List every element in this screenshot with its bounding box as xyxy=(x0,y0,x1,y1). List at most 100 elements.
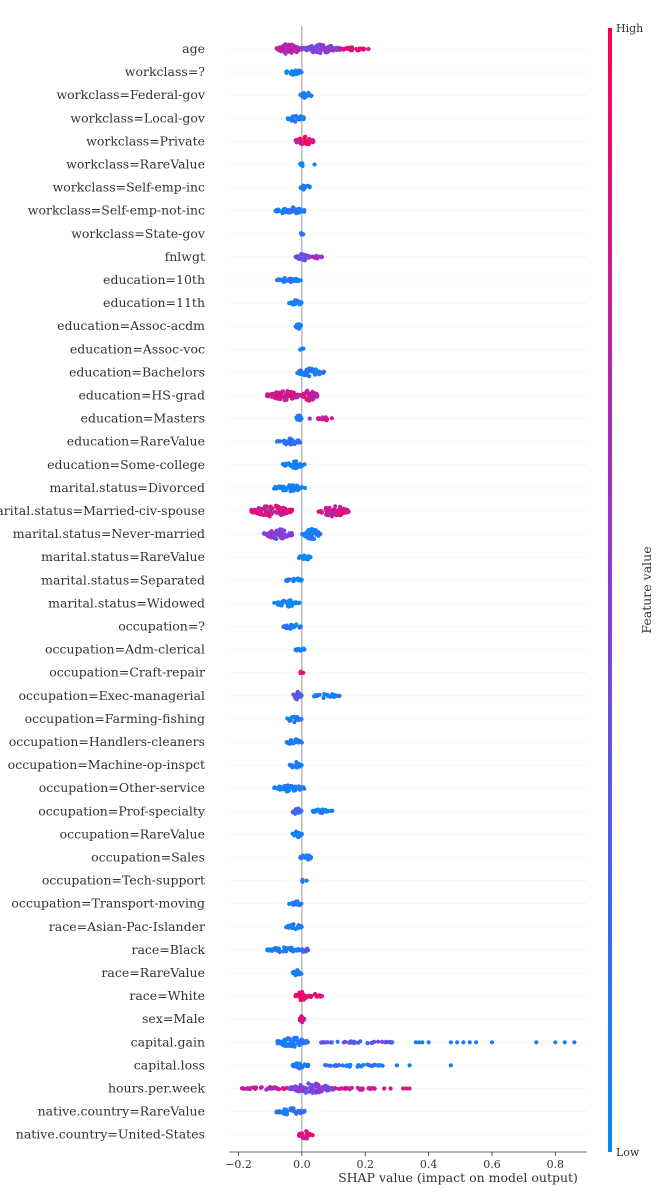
shap-dot xyxy=(329,416,334,421)
shap-dot xyxy=(344,507,349,512)
shap-dot xyxy=(282,786,288,792)
shap-dot xyxy=(297,462,302,467)
shap-dot xyxy=(298,692,303,698)
shap-dot xyxy=(303,46,308,51)
shap-dot xyxy=(292,298,298,303)
shap-dot xyxy=(278,509,283,514)
shap-dot xyxy=(300,785,306,790)
x-tick-label: 0.2 xyxy=(356,1158,374,1171)
feature-label: capital.loss xyxy=(134,1057,205,1072)
shap-dot xyxy=(288,603,293,608)
shap-dot xyxy=(290,486,295,491)
shap-dot xyxy=(291,922,296,927)
shap-dot xyxy=(297,831,302,836)
feature-label: race=Black xyxy=(131,942,205,957)
shap-dot xyxy=(308,46,313,52)
shap-dot xyxy=(277,949,282,955)
shap-dot xyxy=(284,925,289,930)
feature-label: education=HS-grad xyxy=(78,388,205,403)
shap-dot xyxy=(299,924,304,930)
shap-dot xyxy=(312,992,317,997)
shap-dot xyxy=(301,346,306,351)
feature-label: education=Masters xyxy=(81,411,205,426)
shap-dot xyxy=(293,807,298,812)
shap-dot xyxy=(296,600,301,606)
shap-dot xyxy=(297,208,302,213)
feature-label: occupation=Transport-moving xyxy=(11,896,205,911)
feature-label: education=10th xyxy=(103,272,205,287)
shap-dot xyxy=(413,1040,418,1045)
shap-dot xyxy=(294,1035,299,1040)
shap-dot xyxy=(388,1086,393,1091)
shap-dot xyxy=(286,207,291,213)
shap-dot xyxy=(289,1085,294,1090)
shap-dot xyxy=(282,508,287,513)
shap-dot xyxy=(298,997,303,1003)
shap-dot xyxy=(300,161,305,166)
shap-dot xyxy=(326,49,331,54)
shap-dot xyxy=(292,901,297,906)
shap-dot xyxy=(253,1086,258,1091)
shap-dot xyxy=(461,1040,466,1045)
shap-dot xyxy=(284,461,289,466)
shap-dot xyxy=(305,1064,311,1069)
shap-dot xyxy=(285,716,290,721)
shap-dot xyxy=(299,577,304,582)
shap-dot xyxy=(288,463,294,468)
shap-dot xyxy=(290,1107,295,1112)
shap-dot xyxy=(306,1081,311,1086)
shap-dot xyxy=(309,994,314,999)
shap-dot xyxy=(295,899,300,904)
shap-dot xyxy=(322,47,327,52)
shap-dot xyxy=(284,439,289,444)
shap-dot xyxy=(300,142,305,147)
shap-dot xyxy=(333,1063,338,1068)
shap-dot xyxy=(320,810,325,816)
shap-dot xyxy=(280,1086,286,1091)
shap-dot xyxy=(268,529,273,534)
feature-label: workclass=Self-emp-not-inc xyxy=(28,203,205,218)
shap-dot xyxy=(304,397,309,402)
feature-label: age xyxy=(182,41,205,56)
feature-label: occupation=Other-service xyxy=(39,780,205,795)
shap-dot xyxy=(337,693,342,699)
shap-dot xyxy=(289,396,295,401)
shap-dot xyxy=(389,1040,394,1045)
shap-dot xyxy=(285,1036,290,1041)
shap-dot xyxy=(301,646,306,651)
shap-dot xyxy=(266,513,271,518)
shap-dot xyxy=(291,205,296,210)
shap-dot xyxy=(291,390,296,395)
shap-dot xyxy=(290,115,295,120)
shap-dot xyxy=(302,1108,307,1113)
shap-dot xyxy=(349,48,355,53)
feature-label: workclass=Private xyxy=(86,133,205,148)
shap-dot xyxy=(288,626,293,631)
feature-label: marital.status=RareValue xyxy=(41,549,205,564)
shap-dot xyxy=(303,1039,308,1044)
shap-dot xyxy=(281,624,286,629)
feature-label: occupation=Machine-op-inspct xyxy=(8,757,205,772)
shap-dot xyxy=(264,1087,269,1092)
shap-dot xyxy=(307,136,312,142)
shap-dot xyxy=(467,1040,472,1045)
shap-dot xyxy=(252,508,257,513)
shap-dot xyxy=(328,509,333,514)
feature-label: marital.status=Widowed xyxy=(48,595,205,610)
shap-dot xyxy=(299,251,304,256)
shap-dot xyxy=(307,395,312,400)
feature-label: marital.status=Separated xyxy=(41,572,205,587)
shap-dot xyxy=(307,392,312,397)
shap-dot xyxy=(294,325,299,330)
shap-dot xyxy=(284,949,289,954)
shap-dot xyxy=(299,1086,305,1091)
shap-dot xyxy=(290,831,295,836)
shap-dot xyxy=(311,395,316,400)
shap-dot xyxy=(280,46,285,51)
feature-label: marital.status=Divorced xyxy=(49,480,205,495)
shap-dot xyxy=(287,441,292,446)
shap-dot xyxy=(298,301,303,306)
shap-dot xyxy=(314,393,319,398)
shap-dot xyxy=(333,504,338,509)
shap-dot xyxy=(293,948,298,953)
